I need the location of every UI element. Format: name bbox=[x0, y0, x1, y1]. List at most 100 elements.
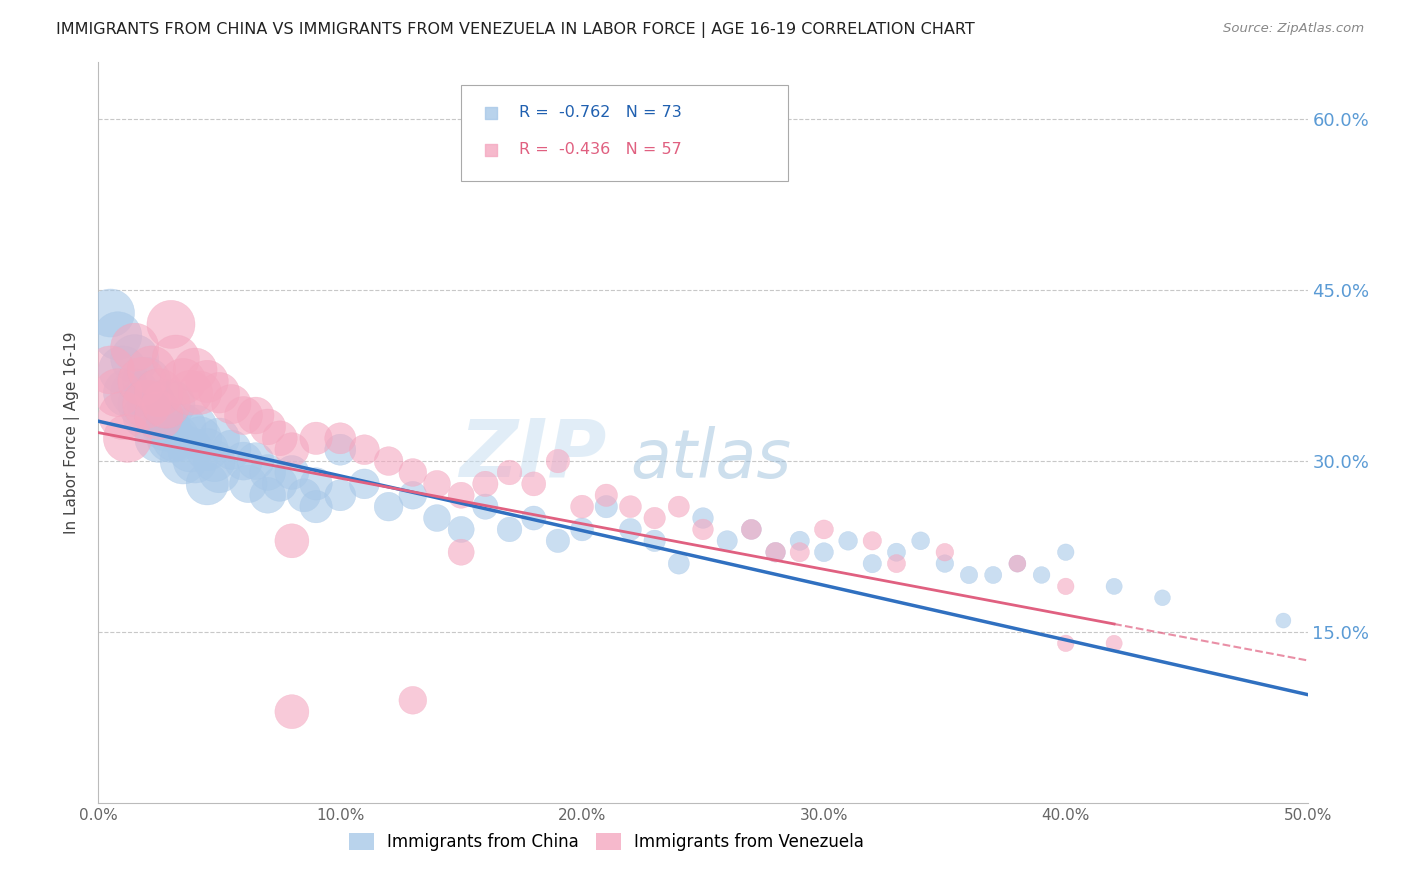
Point bbox=[165, 431, 187, 445]
Point bbox=[402, 488, 425, 502]
Point bbox=[934, 557, 956, 571]
Point bbox=[155, 420, 177, 434]
Point bbox=[813, 523, 835, 537]
Point bbox=[184, 363, 207, 377]
Point bbox=[644, 533, 666, 548]
Point bbox=[221, 397, 243, 411]
Point bbox=[329, 442, 352, 457]
Point bbox=[208, 431, 231, 445]
Point bbox=[117, 385, 139, 400]
Point bbox=[188, 431, 211, 445]
Point bbox=[1054, 545, 1077, 559]
Point bbox=[135, 397, 157, 411]
Point bbox=[160, 318, 183, 332]
Point bbox=[789, 545, 811, 559]
Point bbox=[377, 454, 399, 468]
Point bbox=[837, 533, 859, 548]
Point bbox=[148, 385, 170, 400]
Point bbox=[886, 557, 908, 571]
Point bbox=[124, 385, 146, 400]
Point bbox=[172, 420, 194, 434]
Point bbox=[269, 431, 291, 445]
Point bbox=[107, 328, 129, 343]
Point bbox=[402, 693, 425, 707]
Point bbox=[232, 454, 254, 468]
Point bbox=[329, 488, 352, 502]
Point bbox=[1031, 568, 1053, 582]
Point bbox=[135, 375, 157, 389]
Point bbox=[111, 409, 134, 423]
Point bbox=[498, 466, 520, 480]
Text: IMMIGRANTS FROM CHINA VS IMMIGRANTS FROM VENEZUELA IN LABOR FORCE | AGE 16-19 CO: IMMIGRANTS FROM CHINA VS IMMIGRANTS FROM… bbox=[56, 22, 974, 38]
Point bbox=[886, 545, 908, 559]
Point bbox=[148, 431, 170, 445]
Point bbox=[148, 409, 170, 423]
Point bbox=[619, 500, 641, 514]
Point bbox=[292, 488, 315, 502]
Point bbox=[644, 511, 666, 525]
Point bbox=[474, 476, 496, 491]
Point bbox=[765, 545, 787, 559]
Point bbox=[141, 397, 163, 411]
Legend: Immigrants from China, Immigrants from Venezuela: Immigrants from China, Immigrants from V… bbox=[342, 826, 870, 857]
Point bbox=[353, 476, 375, 491]
Point bbox=[100, 306, 122, 320]
Point bbox=[245, 409, 267, 423]
Point bbox=[740, 523, 762, 537]
Point bbox=[910, 533, 932, 548]
Point bbox=[107, 385, 129, 400]
Point bbox=[1054, 636, 1077, 650]
Point bbox=[281, 466, 304, 480]
Point bbox=[184, 454, 207, 468]
Point bbox=[117, 431, 139, 445]
Point bbox=[195, 476, 218, 491]
Text: R =  -0.762   N = 73: R = -0.762 N = 73 bbox=[519, 105, 682, 120]
Point bbox=[1007, 557, 1029, 571]
Point bbox=[547, 533, 569, 548]
Point bbox=[1152, 591, 1174, 605]
Point bbox=[523, 511, 546, 525]
Point bbox=[131, 375, 153, 389]
Point bbox=[981, 568, 1004, 582]
Point bbox=[402, 466, 425, 480]
Point bbox=[523, 476, 546, 491]
Point bbox=[232, 409, 254, 423]
Point bbox=[377, 500, 399, 514]
Point bbox=[256, 466, 278, 480]
Point bbox=[305, 431, 328, 445]
Point bbox=[1102, 636, 1125, 650]
Point bbox=[148, 409, 170, 423]
Point bbox=[547, 454, 569, 468]
Point bbox=[668, 500, 690, 514]
Point bbox=[1054, 579, 1077, 593]
Point bbox=[595, 500, 617, 514]
Y-axis label: In Labor Force | Age 16-19: In Labor Force | Age 16-19 bbox=[63, 331, 80, 534]
Point bbox=[195, 375, 218, 389]
Point bbox=[353, 442, 375, 457]
Point bbox=[740, 523, 762, 537]
Point bbox=[100, 363, 122, 377]
Point bbox=[204, 454, 226, 468]
Point bbox=[172, 375, 194, 389]
Point bbox=[155, 397, 177, 411]
Point bbox=[1102, 579, 1125, 593]
Point bbox=[1272, 614, 1295, 628]
Point bbox=[184, 420, 207, 434]
Point bbox=[160, 397, 183, 411]
Point bbox=[179, 442, 201, 457]
Point bbox=[124, 351, 146, 366]
Point bbox=[765, 545, 787, 559]
Point bbox=[111, 363, 134, 377]
Point bbox=[426, 476, 449, 491]
Point bbox=[692, 511, 714, 525]
Point bbox=[571, 500, 593, 514]
Point bbox=[668, 557, 690, 571]
Point bbox=[692, 523, 714, 537]
Point bbox=[238, 476, 260, 491]
Point bbox=[245, 454, 267, 468]
Point bbox=[813, 545, 835, 559]
Point bbox=[329, 431, 352, 445]
Point bbox=[571, 523, 593, 537]
Point bbox=[450, 523, 472, 537]
Point bbox=[450, 488, 472, 502]
